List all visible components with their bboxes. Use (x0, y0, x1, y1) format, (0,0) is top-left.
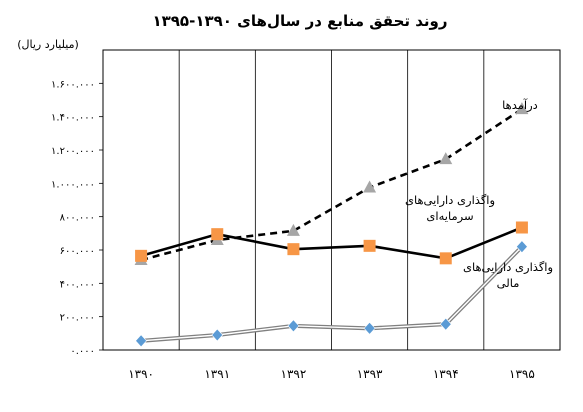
y-tick-label: ۶۰۰.۰۰۰ (60, 246, 95, 257)
series-1 (134, 102, 529, 265)
series-label: مالی (497, 276, 520, 290)
data-point (516, 240, 528, 254)
series-line-inner (141, 246, 523, 342)
series-line (140, 226, 523, 260)
y-tick-label: ۰.۰۰۰ (70, 346, 95, 357)
x-tick-label: ۱۳۹۴ (433, 367, 459, 381)
series-label: واگذاری دارایی‌های (463, 260, 553, 275)
series-2 (135, 221, 528, 265)
data-point (515, 102, 529, 115)
y-tick-label: ۱.۴۰۰.۰۰۰ (51, 113, 95, 124)
x-tick-label: ۱۳۹۵ (509, 367, 535, 381)
data-point (363, 321, 376, 335)
data-point (287, 319, 300, 333)
data-point (135, 249, 148, 262)
data-point (439, 252, 452, 265)
x-tick-label: ۱۳۹۰ (128, 367, 154, 381)
x-tick-label: ۱۳۹۳ (357, 367, 383, 381)
data-point (439, 317, 452, 331)
y-axis-label: (میلیارد ریال) (17, 38, 79, 51)
data-point (363, 180, 377, 193)
x-tick-label: ۱۳۹۱ (204, 367, 230, 381)
data-point (363, 239, 376, 252)
y-tick-label: ۴۰۰.۰۰۰ (60, 279, 95, 290)
data-point (287, 243, 300, 256)
series-label: درآمدها (502, 98, 538, 113)
series-line (140, 108, 523, 262)
data-point (211, 328, 224, 342)
chart-title: روند تحقق منابع در سال‌های ۱۳۹۰-۱۳۹۵ (152, 12, 447, 30)
y-tick-label: ۲۰۰.۰۰۰ (60, 313, 95, 324)
data-point (135, 334, 147, 348)
data-point (286, 223, 300, 236)
y-tick-label: ۱.۰۰۰.۰۰۰ (51, 179, 95, 190)
series-3 (135, 240, 528, 348)
series-label: سرمایه‌ای (426, 209, 473, 224)
data-point (439, 152, 453, 165)
y-tick-label: ۱.۲۰۰.۰۰۰ (51, 146, 95, 157)
series-label: واگذاری دارایی‌های (405, 193, 495, 208)
data-point (515, 221, 528, 234)
x-tick-label: ۱۳۹۲ (281, 367, 307, 381)
y-tick-label: ۱.۶۰۰.۰۰۰ (51, 79, 95, 90)
y-tick-label: ۸۰۰.۰۰۰ (60, 213, 95, 224)
data-point (211, 228, 224, 241)
